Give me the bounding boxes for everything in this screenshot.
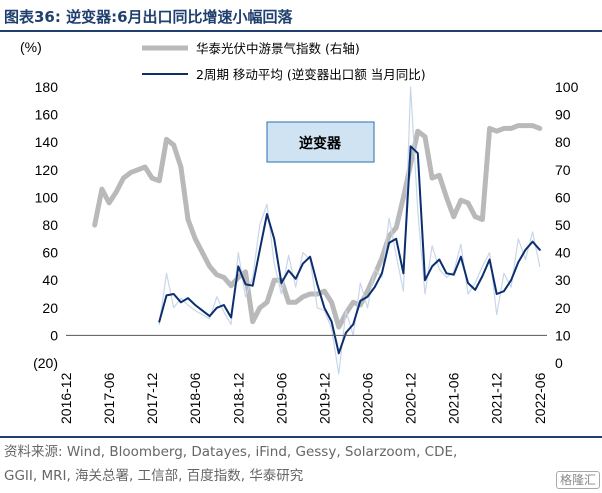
right-axis-tick-label: 80 (555, 134, 571, 150)
series-line (158, 86, 541, 375)
right-axis-tick-label: 30 (555, 272, 571, 288)
x-axis-tick-label: 2019-12 (316, 372, 332, 424)
right-axis-tick-label: 0 (555, 355, 563, 371)
right-axis-tick-label: 40 (555, 245, 571, 261)
source-note: 资料来源: Wind, Bloomberg, Datayes, iFind, G… (4, 440, 602, 488)
right-axis-tick-label: 100 (555, 79, 579, 95)
chart-annotation: 逆变器 (266, 121, 375, 163)
left-axis-tick-label: 20 (42, 300, 58, 316)
x-axis-tick-label: 2020-12 (403, 372, 419, 424)
source-line-1: 资料来源: Wind, Bloomberg, Datayes, iFind, G… (4, 444, 458, 460)
series-line (92, 123, 543, 330)
chart-legend: 华泰光伏中游景气指数 (右轴) 2周期 移动平均 (逆变器出口额 当月同比) (142, 41, 426, 82)
annotation-box (266, 121, 375, 163)
left-axis-tick-label: 120 (35, 162, 59, 178)
chart-title: 图表36: 逆变器:6月出口同比增速小幅回落 (4, 8, 293, 26)
legend-label-navy: 2周期 移动平均 (逆变器出口额 当月同比) (196, 67, 426, 82)
x-axis-tick-label: 2018-12 (230, 372, 246, 424)
series-navy-moving-average (158, 145, 541, 355)
left-axis-tick-label: 60 (42, 245, 58, 261)
right-axis-tick-label: 70 (555, 162, 571, 178)
source-divider (0, 436, 602, 438)
left-axis-tick-label: 80 (42, 217, 58, 233)
left-axis-tick-label: 40 (42, 272, 58, 288)
x-axis-tick-label: 2021-06 (446, 372, 462, 424)
left-axis-tick-label: 180 (35, 79, 59, 95)
left-axis-unit-label: (%) (20, 39, 42, 55)
x-axis-tick-label: 2021-12 (489, 372, 505, 424)
right-axis-tick-label: 20 (555, 300, 571, 316)
right-axis-tick-label: 50 (555, 217, 571, 233)
x-axis-tick-label: 2018-06 (187, 372, 203, 424)
series-gray-index (92, 123, 543, 330)
series-line (158, 145, 541, 355)
left-axis-tick-label: 140 (35, 134, 59, 150)
x-axis-tick-label: 2017-12 (144, 372, 160, 424)
chart-axes: (20) 0 20 40 60 80 100 120 140 160 180 (%) 0 10 20 30 40… (20, 39, 579, 424)
legend-label-gray: 华泰光伏中游景气指数 (右轴) (196, 41, 360, 56)
right-axis-tick-label: 60 (555, 189, 571, 205)
title-divider (0, 30, 602, 32)
watermark-badge: 格隆汇 (555, 471, 600, 489)
left-axis-tick-label: 0 (50, 327, 58, 343)
x-axis-tick-label: 2017-06 (101, 372, 117, 424)
x-axis-tick-label: 2019-06 (273, 372, 289, 424)
left-axis-tick-label: 100 (35, 189, 59, 205)
x-axis-tick-label: 2020-06 (360, 372, 376, 424)
x-axis-tick-label: 2016-12 (58, 372, 74, 424)
source-line-2: GGII, MRI, 海关总署, 工信部, 百度指数, 华泰研究 (4, 468, 304, 484)
right-axis-tick-label: 10 (555, 327, 571, 343)
annotation-label: 逆变器 (299, 135, 342, 152)
x-axis-tick-label: 2022-06 (532, 372, 548, 424)
right-axis-tick-label: 90 (555, 107, 571, 123)
left-axis-tick-label: (20) (33, 355, 58, 371)
series-thin-raw (158, 86, 541, 375)
left-axis-tick-label: 160 (35, 107, 59, 123)
